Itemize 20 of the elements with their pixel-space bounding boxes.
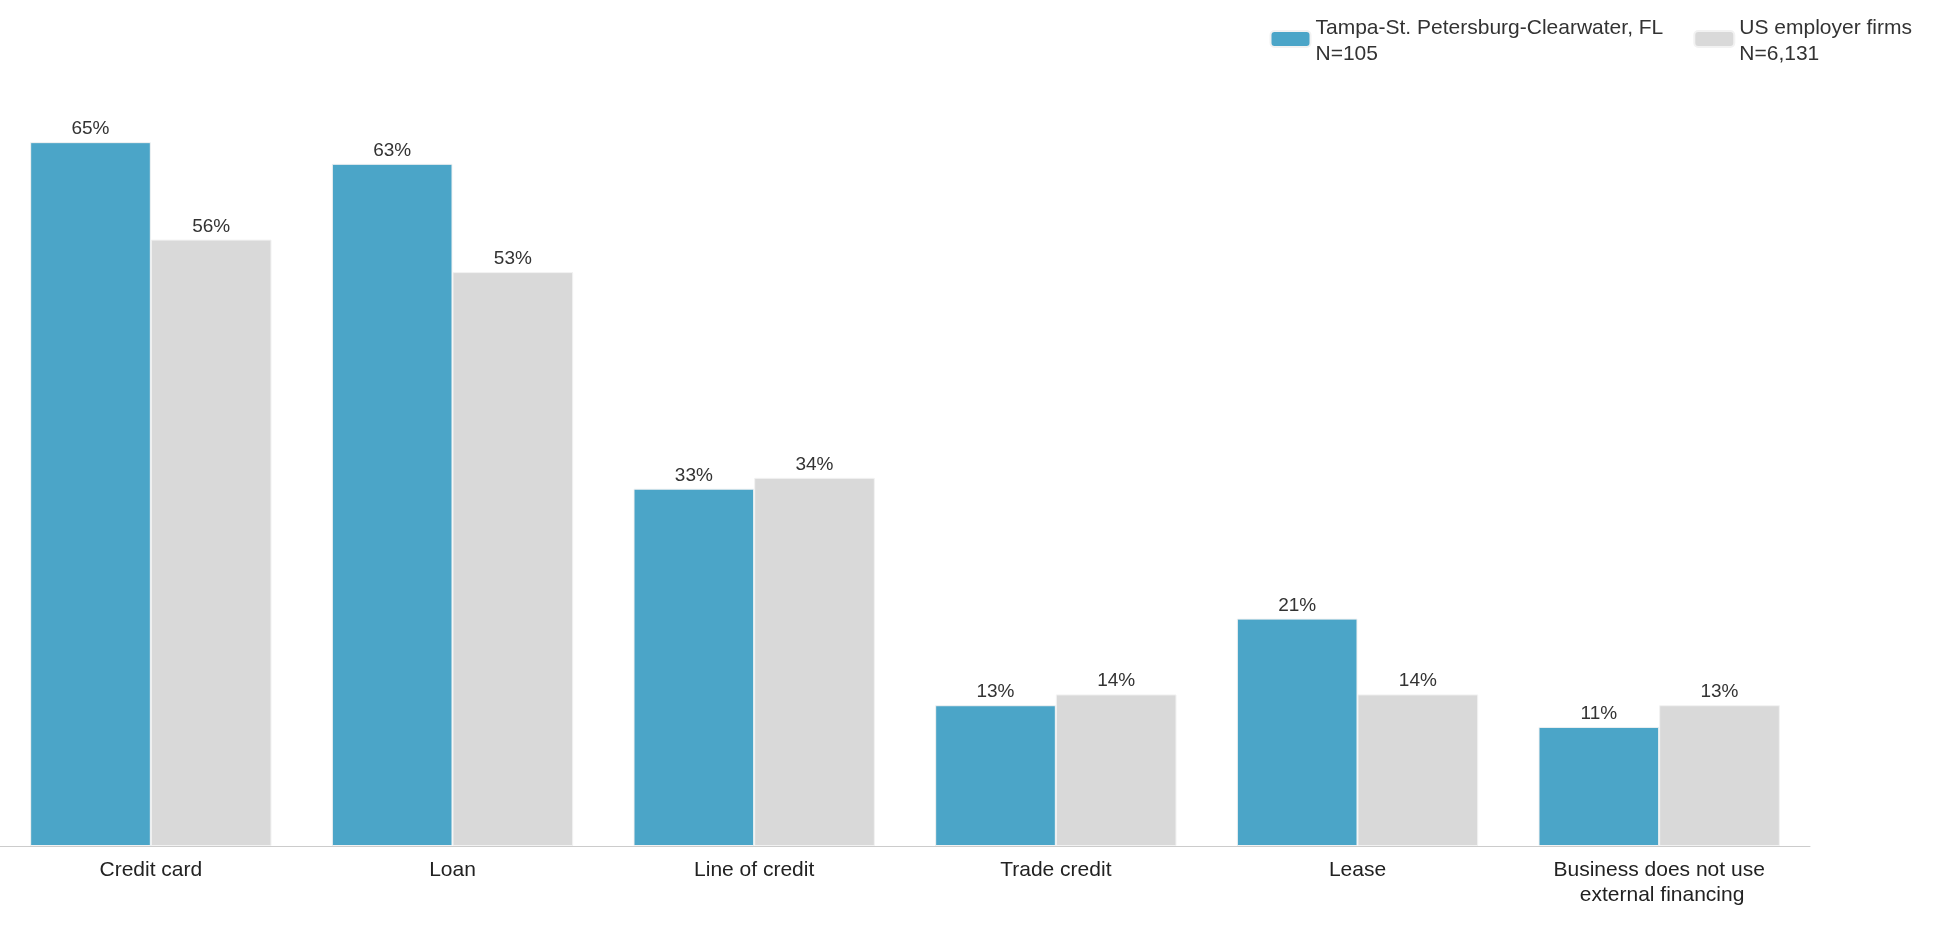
- data-label: 33%: [674, 463, 713, 485]
- x-tick-label: Lease: [1328, 857, 1387, 880]
- data-label: 13%: [976, 680, 1015, 702]
- data-label: 14%: [1097, 669, 1136, 691]
- data-label: 56%: [192, 214, 231, 236]
- x-tick-label: Line of credit: [694, 857, 815, 880]
- data-label: 65%: [71, 117, 110, 139]
- legend-label: US employer firms N=6,131: [1739, 14, 1913, 64]
- x-tick-label: Credit card: [99, 857, 203, 880]
- x-tick-label: Business does not use external financing: [1553, 857, 1765, 905]
- data-label: 11%: [1580, 701, 1618, 723]
- data-label: 14%: [1398, 669, 1437, 691]
- x-tick-label: Loan: [429, 857, 476, 880]
- data-label: 53%: [493, 247, 532, 269]
- data-label: 13%: [1700, 680, 1739, 702]
- legend-label: Tampa-St. Petersburg-Clearwater, FL N=105: [1315, 14, 1664, 64]
- data-label: 21%: [1278, 593, 1317, 615]
- data-label: 63%: [373, 138, 412, 160]
- data-label: 34%: [795, 452, 834, 474]
- x-tick-label: Trade credit: [1000, 857, 1112, 880]
